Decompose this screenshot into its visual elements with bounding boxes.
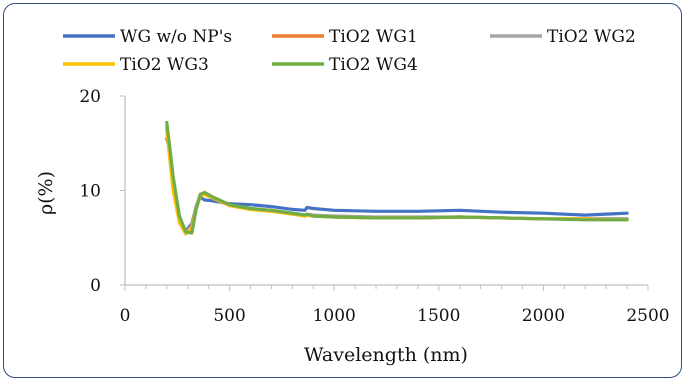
legend-label-4: TiO2 WG3	[120, 55, 209, 75]
legend-label-5: TiO2 WG4	[329, 55, 418, 75]
series-line-5	[165, 120, 629, 235]
legend-label-1: WG w/o NP's	[120, 27, 232, 47]
x-tick-label: 2500	[626, 306, 669, 326]
y-axis-title: ρ(%)	[35, 171, 57, 215]
plot-area	[165, 120, 629, 236]
y-tick-label: 0	[90, 276, 101, 296]
y-tick-label: 20	[79, 87, 101, 107]
legend-label-3: TiO2 WG2	[547, 27, 636, 47]
axes: 0 500 1000 1500 2000 2500 0 10 20	[79, 87, 669, 326]
legend: WG w/o NP's TiO2 WG1 TiO2 WG2 TiO2 WG3 TiO2 …	[63, 27, 636, 75]
x-tick-label: 1000	[313, 306, 356, 326]
x-tick-label: 1500	[417, 306, 460, 326]
x-tick-label: 0	[120, 306, 131, 326]
legend-label-2: TiO2 WG1	[329, 27, 418, 47]
chart-frame	[3, 3, 682, 378]
y-tick-label: 10	[79, 182, 101, 202]
x-tick-label: 2000	[522, 306, 565, 326]
x-tick-label: 500	[213, 306, 245, 326]
x-axis-title: Wavelength (nm)	[304, 344, 468, 366]
